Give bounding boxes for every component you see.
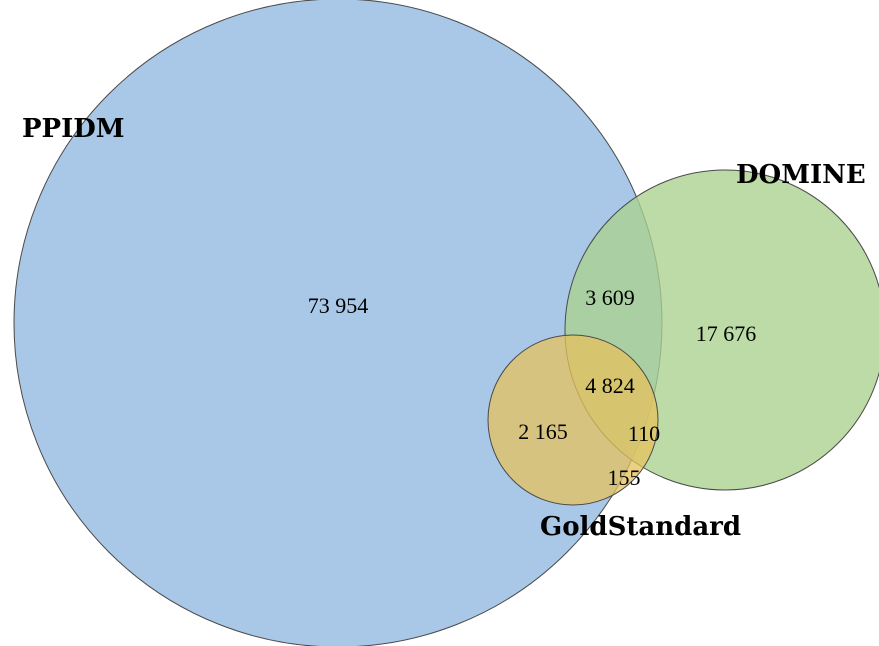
ppidm-only-count: 73 954: [308, 293, 369, 318]
ppidm-gold-count: 2 165: [518, 419, 568, 444]
gold-only-count: 155: [608, 465, 641, 490]
goldstandard-label: GoldStandard: [540, 512, 741, 542]
domine-gold-count: 110: [628, 421, 660, 446]
goldstandard-circle: [487, 334, 659, 506]
ppidm-label: PPIDM: [22, 114, 125, 144]
ppidm-domine-count: 3 609: [585, 285, 635, 310]
domine-label: DOMINE: [736, 160, 866, 190]
all-three-count: 4 824: [585, 373, 635, 398]
domine-only-count: 17 676: [696, 321, 757, 346]
